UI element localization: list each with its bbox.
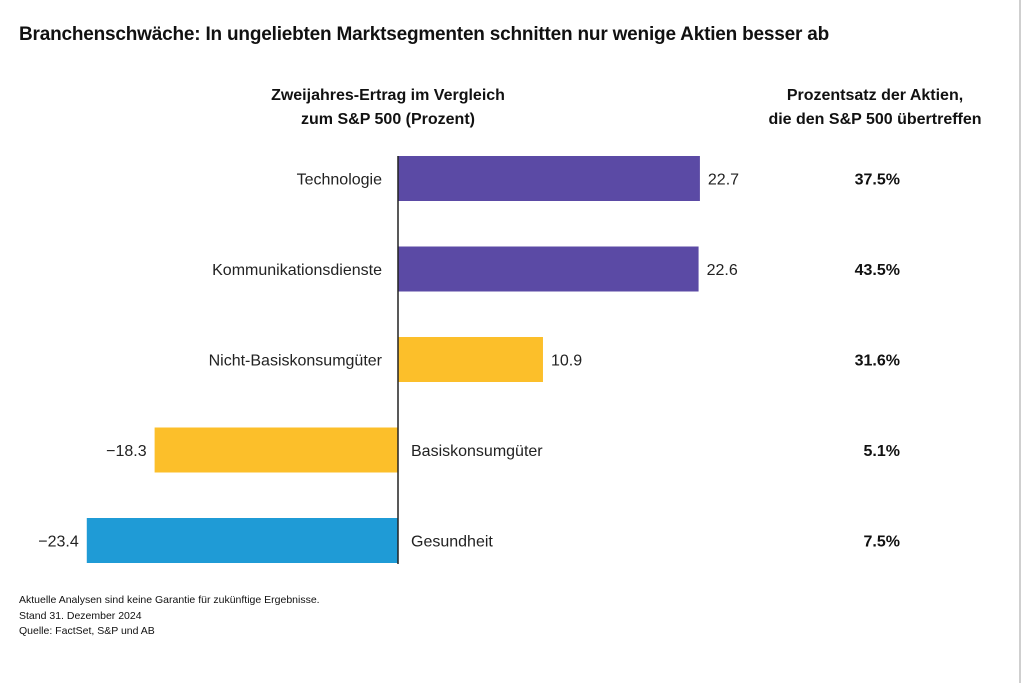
bar-3 <box>154 427 398 473</box>
date-note: Stand 31. Dezember 2024 <box>19 610 142 622</box>
percent-value-2: 31.6% <box>855 353 900 370</box>
bar-2 <box>398 337 543 382</box>
percent-header-line2: die den S&P 500 übertreffen <box>768 111 982 128</box>
value-label-2: 10.9 <box>551 353 582 370</box>
category-label-0: Technologie <box>297 172 383 189</box>
category-label-4: Gesundheit <box>411 534 493 551</box>
source-note: Quelle: FactSet, S&P und AB <box>19 625 155 637</box>
bar-0 <box>398 156 700 201</box>
category-label-1: Kommunikationsdienste <box>212 262 382 279</box>
percent-column-header: Prozentsatz der Aktien, die den S&P 500 … <box>735 84 1015 132</box>
value-label-0: 22.7 <box>708 172 739 189</box>
return-column-header: Zweijahres-Ertrag im Vergleich zum S&P 5… <box>200 84 576 132</box>
value-label-1: 22.6 <box>707 262 738 279</box>
disclaimer-note: Aktuelle Analysen sind keine Garantie fü… <box>19 594 320 606</box>
value-label-3: −18.3 <box>106 443 147 460</box>
percent-value-1: 43.5% <box>855 262 900 279</box>
category-label-3: Basiskonsumgüter <box>411 443 543 460</box>
category-label-2: Nicht-Basiskonsumgüter <box>209 353 383 370</box>
value-label-4: −23.4 <box>38 534 79 551</box>
percent-value-3: 5.1% <box>864 443 900 460</box>
return-header-line1: Zweijahres-Ertrag im Vergleich <box>271 87 505 104</box>
percent-header-line1: Prozentsatz der Aktien, <box>786 87 964 104</box>
bar-1 <box>398 246 699 292</box>
right-frame-border <box>1019 0 1021 683</box>
percent-value-0: 37.5% <box>855 172 900 189</box>
percent-value-4: 7.5% <box>864 534 900 551</box>
return-header-line2: zum S&P 500 (Prozent) <box>301 111 475 128</box>
bar-4 <box>86 518 398 563</box>
chart-title: Branchenschwäche: In ungeliebten Marktse… <box>19 24 830 45</box>
